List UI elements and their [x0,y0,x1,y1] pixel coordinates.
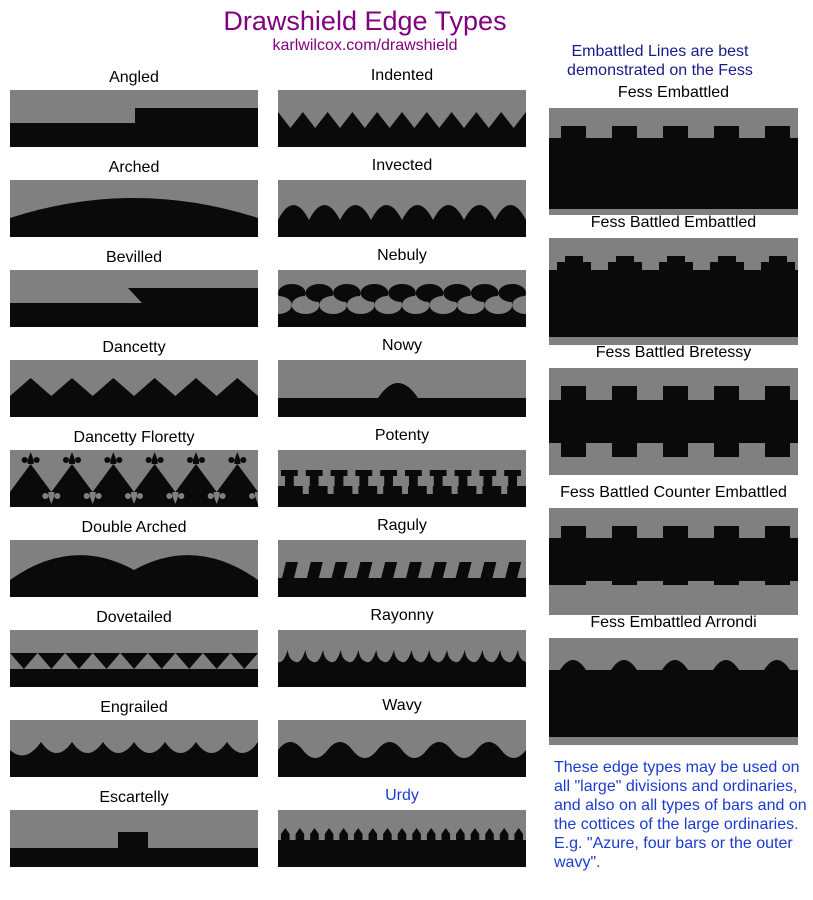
edge-type-sample [10,180,258,237]
edge-type-label: Potenty [374,427,430,444]
edge-type-sample [278,630,526,687]
edge-type-label: Nebuly [377,247,427,264]
edge-type-sample [10,720,258,777]
edge-type-label: Dovetailed [96,609,172,626]
edge-type-sample [10,360,258,417]
edge-type-sample [278,270,526,327]
edge-type-label[interactable]: Urdy [385,787,419,804]
edge-type-label: Fess Battled Embattled [590,214,757,231]
edge-type-sample [278,810,526,867]
edge-type-sample [549,238,798,345]
site-url[interactable]: karlwilcox.com/drawshield [272,37,458,54]
edge-type-label: Arched [108,159,160,176]
edge-type-label: Rayonny [370,607,434,624]
edge-type-label: Fess Battled Bretessy [595,344,752,361]
edge-type-label: Wavy [382,697,422,714]
edge-type-sample [278,90,526,147]
edge-type-sample [549,508,798,615]
edge-type-sample [278,180,526,237]
edge-type-label: Dancetty [102,339,166,356]
edge-type-sample [10,630,258,687]
edge-type-label: Invected [371,157,433,174]
edge-type-sample [10,450,258,507]
edge-type-label: Escartelly [99,789,169,806]
edge-type-sample [10,90,258,147]
edge-type-sample [278,450,526,507]
edge-type-label: Fess Embattled Arrondi [590,614,757,631]
edge-type-label: Angled [109,69,159,86]
edge-type-label: Fess Embattled [617,84,730,101]
embattled-note: Embattled Lines are best demonstrated on… [567,43,753,79]
edge-type-sample [549,638,798,745]
edge-type-sample [278,540,526,597]
edge-type-sample [278,360,526,417]
edge-type-sample [10,540,258,597]
edge-type-sample [549,108,798,215]
edge-type-label: Bevilled [105,249,163,266]
usage-footnote: These edge types may be used on all "lar… [554,759,807,871]
edge-type-label: Dancetty Floretty [73,429,195,446]
edge-type-label: Fess Battled Counter Embattled [560,484,787,501]
page-title: Drawshield Edge Types [223,6,507,36]
edge-type-sample [278,720,526,777]
edge-type-sample [10,270,258,327]
edge-type-label: Nowy [381,337,422,354]
edge-type-sample [10,810,258,867]
edge-type-label: Double Arched [81,519,187,536]
edge-type-label: Raguly [377,517,427,534]
edge-type-label: Indented [370,67,434,84]
edge-type-sample [549,368,798,475]
edge-type-label: Engrailed [100,699,168,716]
